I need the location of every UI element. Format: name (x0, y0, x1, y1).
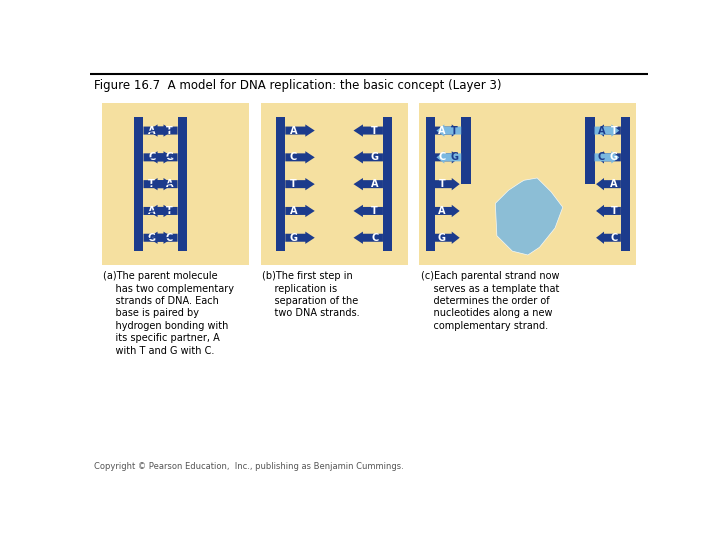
Polygon shape (285, 178, 315, 190)
Polygon shape (596, 232, 621, 244)
Polygon shape (148, 151, 178, 164)
Polygon shape (596, 205, 621, 217)
Text: A: A (148, 126, 156, 136)
Text: Copyright © Pearson Education,  Inc., publishing as Benjamin Cummings.: Copyright © Pearson Education, Inc., pub… (94, 462, 404, 471)
Polygon shape (354, 151, 383, 164)
Bar (419, 103, 636, 265)
Polygon shape (435, 178, 459, 190)
Text: (c)Each parental strand now
    serves as a template that
    determines the ord: (c)Each parental strand now serves as a … (421, 271, 559, 331)
Text: A: A (371, 179, 379, 189)
Polygon shape (285, 124, 315, 137)
Text: A: A (438, 126, 446, 136)
Polygon shape (354, 232, 383, 244)
Text: T: T (166, 206, 173, 216)
Text: A: A (610, 179, 618, 189)
Text: T: T (148, 179, 155, 189)
Text: T: T (611, 206, 617, 216)
Bar (621, 117, 630, 251)
Polygon shape (148, 124, 178, 137)
Text: C: C (290, 152, 297, 163)
Text: G: G (450, 152, 459, 163)
Bar (178, 117, 187, 251)
Bar (426, 117, 435, 251)
Polygon shape (436, 124, 462, 137)
Text: G: G (438, 233, 446, 243)
Text: C: C (611, 233, 618, 243)
Polygon shape (595, 124, 619, 137)
Polygon shape (354, 178, 383, 190)
Polygon shape (354, 205, 383, 217)
Polygon shape (143, 232, 173, 244)
Text: G: G (289, 233, 297, 243)
Polygon shape (596, 124, 621, 137)
Polygon shape (596, 178, 621, 190)
Text: A: A (598, 126, 606, 136)
Text: G: G (371, 152, 379, 163)
Text: T: T (451, 126, 458, 136)
Polygon shape (143, 124, 173, 137)
Polygon shape (285, 205, 315, 217)
Polygon shape (595, 151, 619, 164)
Text: G: G (610, 152, 618, 163)
Text: G: G (166, 152, 174, 163)
Text: T: T (290, 179, 297, 189)
Polygon shape (148, 178, 178, 190)
Bar (585, 117, 595, 184)
Text: T: T (611, 126, 617, 136)
Text: A: A (148, 206, 156, 216)
Text: C: C (148, 152, 156, 163)
Bar (261, 103, 408, 265)
Text: C: C (166, 233, 173, 243)
Text: A: A (166, 179, 173, 189)
Text: A: A (289, 126, 297, 136)
Bar (276, 117, 285, 251)
Polygon shape (143, 205, 173, 217)
Text: T: T (372, 206, 378, 216)
Text: C: C (438, 152, 446, 163)
Text: C: C (371, 233, 378, 243)
Polygon shape (596, 151, 621, 164)
Polygon shape (285, 151, 315, 164)
Polygon shape (285, 232, 315, 244)
Text: C: C (598, 152, 605, 163)
Text: G: G (148, 233, 156, 243)
Polygon shape (354, 124, 383, 137)
Text: T: T (438, 179, 445, 189)
Polygon shape (435, 205, 459, 217)
Polygon shape (143, 151, 173, 164)
Bar (383, 117, 392, 251)
Text: T: T (166, 126, 173, 136)
Polygon shape (435, 124, 459, 137)
Text: A: A (438, 206, 446, 216)
Text: T: T (372, 126, 378, 136)
Polygon shape (495, 178, 563, 255)
Polygon shape (435, 151, 459, 164)
Text: (b)The first step in
    replication is
    separation of the
    two DNA strand: (b)The first step in replication is sepa… (262, 271, 360, 319)
Polygon shape (148, 232, 178, 244)
Bar (134, 117, 143, 251)
Polygon shape (143, 178, 173, 190)
Polygon shape (148, 205, 178, 217)
Text: Figure 16.7  A model for DNA replication: the basic concept (Layer 3): Figure 16.7 A model for DNA replication:… (94, 79, 501, 92)
Polygon shape (436, 151, 462, 164)
Text: A: A (289, 206, 297, 216)
Text: (a)The parent molecule
    has two complementary
    strands of DNA. Each
    ba: (a)The parent molecule has two complemen… (103, 271, 234, 355)
Polygon shape (435, 232, 459, 244)
Bar (462, 117, 471, 184)
Bar (102, 103, 249, 265)
